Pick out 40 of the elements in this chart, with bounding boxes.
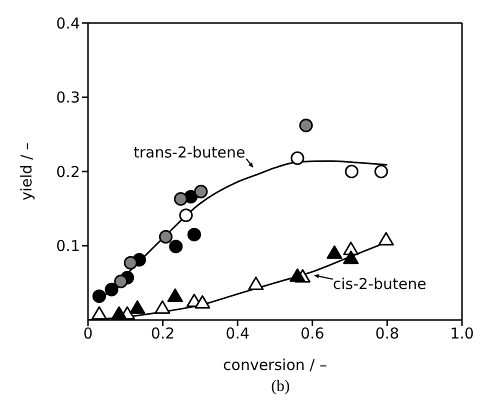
- x-axis-title: conversion / –: [223, 356, 327, 374]
- x-tick-label: 0: [83, 324, 93, 343]
- point: [92, 289, 106, 304]
- point: [167, 288, 183, 302]
- point: [194, 295, 210, 309]
- point: [344, 164, 358, 178]
- point: [290, 151, 304, 165]
- point: [154, 300, 170, 314]
- point: [179, 208, 193, 222]
- y-axis-title: yield / –: [17, 142, 36, 201]
- y-tick-label: 0.1: [56, 237, 80, 256]
- y-tick-label: 0.3: [56, 88, 80, 107]
- point: [326, 245, 342, 259]
- point: [187, 228, 202, 242]
- point: [91, 306, 108, 320]
- point: [248, 276, 264, 290]
- point: [158, 230, 173, 244]
- x-tick-label: 1.0: [450, 324, 474, 343]
- annotation: trans-2-butene: [133, 144, 246, 162]
- annotation: cis-2-butene: [332, 275, 426, 294]
- y-tick-label: 0.2: [56, 162, 80, 181]
- point: [111, 306, 127, 320]
- point: [169, 240, 183, 254]
- x-tick-label: 0.4: [226, 324, 250, 343]
- point: [174, 192, 188, 206]
- text: (b): [270, 378, 291, 396]
- point: [374, 164, 388, 178]
- point: [299, 118, 313, 132]
- point: [378, 232, 394, 246]
- y-tick-label: 0.4: [56, 14, 80, 32]
- point: [343, 250, 359, 264]
- point: [114, 274, 128, 288]
- point: [104, 282, 118, 296]
- point: [124, 256, 138, 270]
- x-tick-label: 0.2: [150, 324, 175, 343]
- point: [130, 300, 146, 314]
- x-tick-label: 0.6: [300, 324, 324, 343]
- point: [290, 268, 306, 282]
- point: [194, 184, 208, 198]
- x-tick-label: 0.8: [375, 324, 400, 343]
